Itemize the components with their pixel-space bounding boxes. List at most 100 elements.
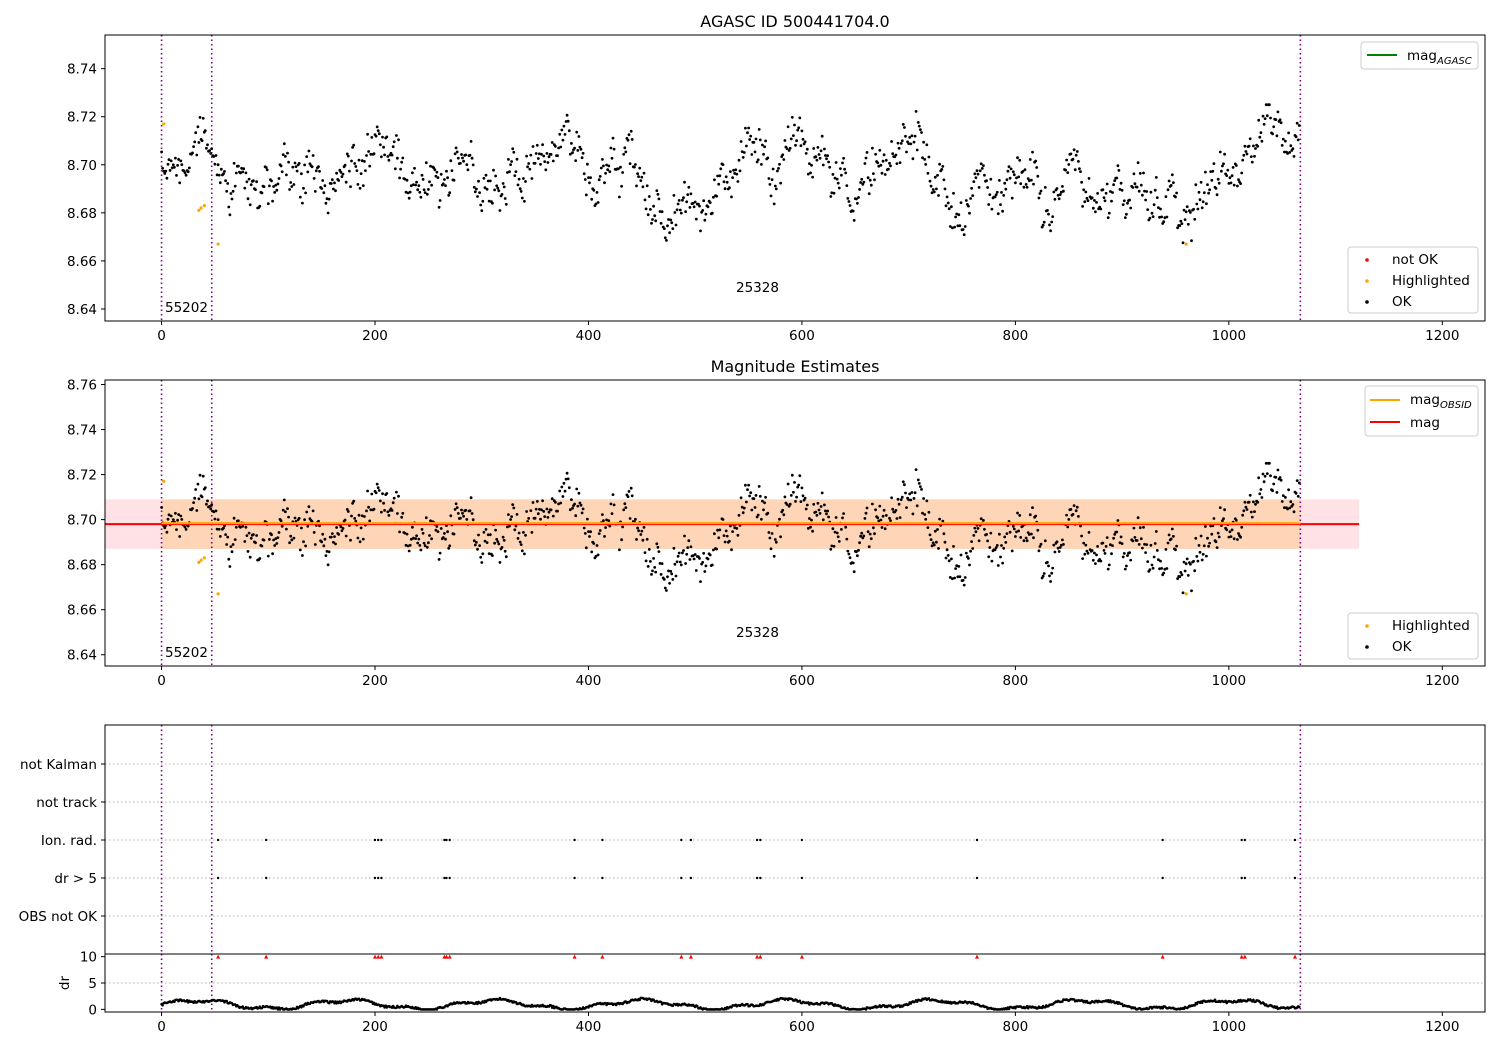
ok-point <box>291 165 295 169</box>
ok-point <box>967 204 970 208</box>
x-tick-label: 200 <box>362 1019 388 1035</box>
ok-point <box>453 508 457 511</box>
ok-point <box>1141 193 1144 197</box>
ok-point <box>792 134 795 138</box>
ok-point <box>947 207 951 211</box>
ok-point <box>543 515 547 518</box>
ok-point <box>977 539 981 543</box>
ok-point <box>652 204 655 208</box>
ok-point <box>766 156 770 160</box>
ok-point <box>729 524 732 528</box>
ok-point <box>228 213 232 217</box>
highlighted-point <box>162 479 166 483</box>
ok-point <box>418 544 422 547</box>
ok-point <box>971 547 975 550</box>
ok-point <box>247 531 251 535</box>
ok-point <box>671 227 675 231</box>
ok-point <box>349 538 352 542</box>
ok-point <box>1289 500 1293 504</box>
ok-point <box>313 543 317 546</box>
ok-point <box>718 174 722 178</box>
ok-point <box>1240 525 1244 529</box>
ok-point <box>806 172 810 176</box>
dr-clipped-marker <box>1242 954 1247 959</box>
ok-point <box>232 161 236 165</box>
ok-point <box>1126 201 1129 205</box>
ok-point <box>673 211 677 214</box>
ok-point <box>361 537 365 541</box>
ok-point <box>407 549 411 553</box>
ok-point <box>1112 536 1115 540</box>
ok-point <box>823 147 826 151</box>
ok-point <box>201 116 205 120</box>
ok-point <box>655 542 659 546</box>
ok-point <box>669 569 673 573</box>
dr-clipped-marker <box>379 954 384 959</box>
ok-point <box>607 519 611 522</box>
ok-point <box>558 132 562 136</box>
flag-point <box>601 838 604 842</box>
ok-point <box>495 184 499 188</box>
ok-point <box>1046 209 1049 212</box>
ok-point <box>645 184 649 188</box>
ok-point <box>656 192 660 196</box>
ok-point <box>407 196 411 200</box>
ok-point <box>953 225 956 229</box>
flag-point <box>373 838 377 842</box>
ok-point <box>698 204 701 208</box>
ok-point <box>868 178 872 182</box>
ok-point <box>455 506 459 509</box>
ok-point <box>843 167 846 171</box>
ok-point <box>1084 543 1088 547</box>
ok-point <box>932 190 936 194</box>
ok-point <box>339 525 343 529</box>
ok-point <box>491 201 494 205</box>
ok-point <box>398 176 401 180</box>
ok-point <box>554 500 557 504</box>
y-tick-label: 8.76 <box>67 378 97 394</box>
highlighted-point <box>202 556 206 560</box>
ok-point <box>454 146 458 150</box>
ok-point <box>672 194 676 197</box>
ok-point <box>882 153 886 157</box>
ok-point <box>626 138 630 142</box>
ok-point <box>953 576 956 580</box>
ok-point <box>573 146 576 150</box>
ok-point <box>684 210 687 214</box>
ok-point <box>274 183 278 187</box>
ok-point <box>1223 508 1226 512</box>
ok-point <box>946 201 950 205</box>
ok-point <box>1172 534 1175 538</box>
ok-point <box>424 516 428 520</box>
ok-point <box>621 525 624 529</box>
ok-point <box>161 166 165 170</box>
x-tick-label: 400 <box>576 673 602 689</box>
ok-point <box>1110 552 1113 556</box>
ok-point <box>747 483 750 487</box>
ok-point <box>414 183 417 187</box>
ok-point <box>1138 172 1142 175</box>
ok-point <box>1174 548 1177 552</box>
ok-point <box>842 156 845 160</box>
ok-point <box>649 560 652 563</box>
ok-point <box>1199 180 1203 184</box>
ok-point <box>443 532 446 535</box>
ok-point <box>1221 519 1224 523</box>
flag-point <box>573 838 576 842</box>
ok-point <box>479 203 483 207</box>
ok-point <box>746 131 749 135</box>
ok-point <box>1036 528 1040 532</box>
ok-point <box>1179 571 1183 574</box>
ok-point <box>904 134 907 138</box>
ok-point <box>1061 538 1064 542</box>
ok-point <box>728 539 731 543</box>
ok-point <box>444 537 447 541</box>
ok-point <box>471 163 475 167</box>
flag-point <box>573 876 576 880</box>
ok-point <box>487 552 491 556</box>
ok-point <box>921 511 924 515</box>
ok-point <box>545 152 549 155</box>
ok-point <box>297 516 301 520</box>
ok-point <box>829 195 833 198</box>
ok-point <box>1039 189 1043 193</box>
